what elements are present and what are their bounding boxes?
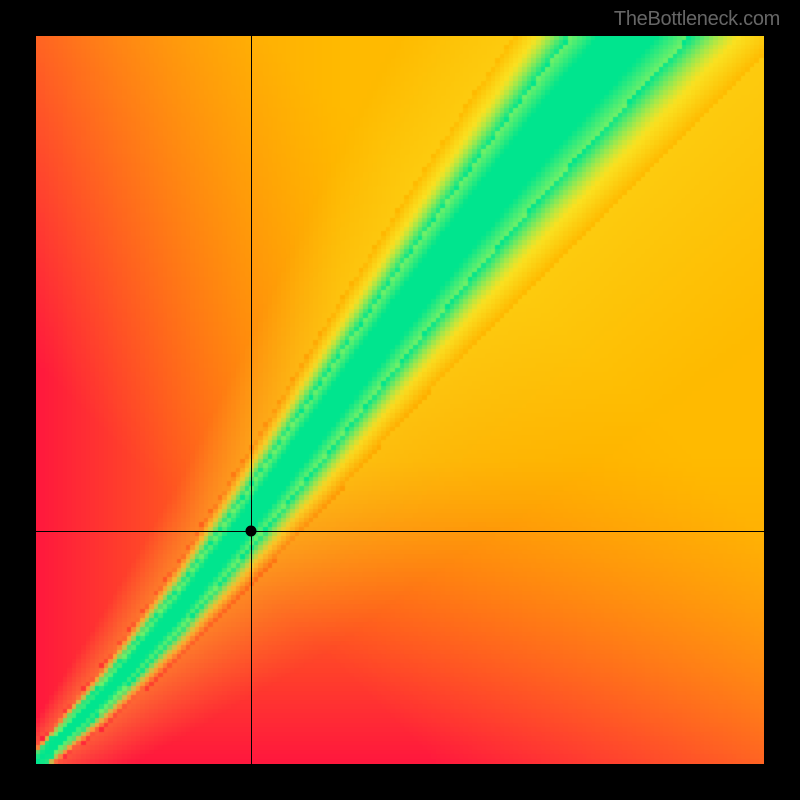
crosshair-vertical [251, 36, 252, 764]
crosshair-horizontal [36, 531, 764, 532]
plot-area [36, 36, 764, 764]
chart-container: TheBottleneck.com [0, 0, 800, 800]
heatmap-canvas [36, 36, 764, 764]
attribution-text: TheBottleneck.com [614, 8, 780, 31]
marker-dot [245, 526, 256, 537]
